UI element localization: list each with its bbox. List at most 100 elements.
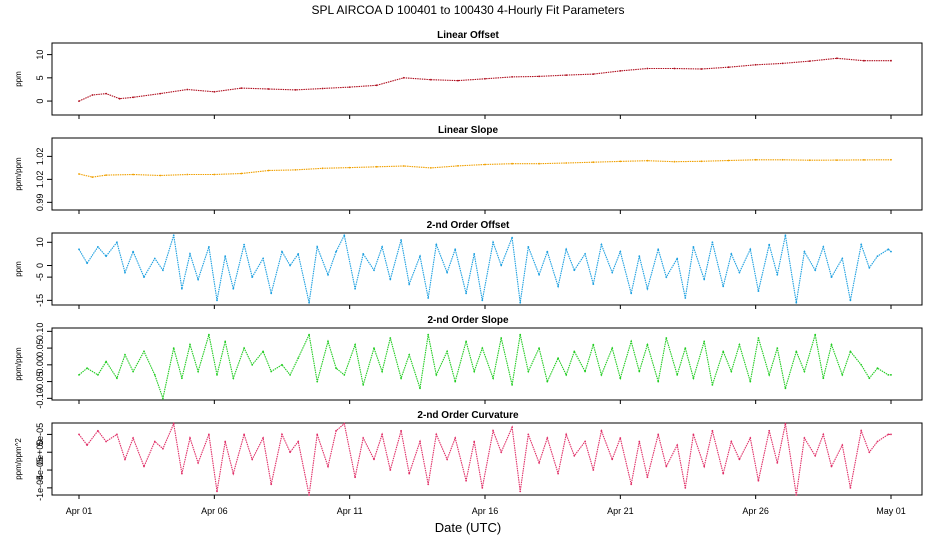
data-point [343,374,346,376]
data-point [584,253,586,255]
data-point [78,100,80,102]
data-point [584,440,586,443]
data-point [781,62,784,65]
data-point [830,276,833,278]
data-point [381,370,383,373]
data-point [768,429,771,432]
data-point [565,74,568,76]
data-point [465,340,467,343]
data-point [511,384,513,386]
data-point [159,174,162,177]
data-point [657,433,660,436]
data-point [703,340,706,343]
data-point [692,377,695,380]
data-point [511,76,513,78]
data-point [473,253,476,255]
data-point [849,299,852,302]
data-point [402,76,405,79]
data-point [213,90,216,93]
data-point [289,451,291,454]
data-point [876,440,879,443]
data-point [890,158,892,161]
y-tick-label: 0.05 [35,339,45,357]
data-point [757,290,760,292]
data-point [546,380,549,383]
data-point [132,437,135,439]
data-point [375,84,378,87]
data-point [446,350,448,353]
data-point [722,350,725,353]
data-point [676,374,679,376]
series-line [78,421,891,496]
data-point [408,472,411,475]
data-point [836,57,838,60]
data-point [86,444,88,446]
data-point [646,287,649,290]
data-point [673,160,676,163]
data-point [270,483,273,486]
data-point [619,250,622,253]
data-point [538,273,540,276]
data-point [492,377,494,380]
data-point [619,70,622,72]
data-point [162,447,164,450]
data-point [611,271,614,274]
data-point [172,234,175,237]
data-point [700,160,703,163]
x-tick-label: May 01 [876,506,906,516]
data-point [814,333,817,336]
data-point [749,380,752,383]
data-point [281,250,283,253]
data-point [592,161,595,164]
data-point [546,250,549,253]
data-point [484,163,486,166]
data-point [876,367,879,370]
x-tick-label: Apr 06 [201,506,228,516]
data-point [419,387,421,390]
data-point [538,162,540,165]
data-point [362,437,365,439]
data-point [159,92,162,95]
data-point [890,433,892,436]
data-point [232,377,235,380]
data-point [527,246,530,248]
data-point [703,278,706,281]
data-point [465,292,467,295]
data-point [454,248,457,251]
y-tick-label: -5 [35,273,45,281]
data-point [619,160,622,163]
data-point [308,333,310,336]
data-point [381,433,383,436]
data-point [511,162,513,165]
data-point [354,287,356,290]
data-point [646,159,649,162]
x-tick-label: Apr 01 [66,506,93,516]
data-point [803,437,806,439]
data-point [335,367,337,370]
data-point [224,440,227,443]
data-point [849,350,852,353]
data-point [208,433,210,436]
data-point [600,374,603,376]
data-point [527,370,530,373]
data-point [343,422,346,425]
data-point [676,257,679,260]
data-point [419,255,421,258]
data-point [297,253,300,255]
data-point [511,236,513,239]
y-tick-label: 0 [35,263,45,268]
data-point [565,374,568,376]
y-tick-label: 0.00 [35,356,45,374]
series-line [78,332,891,401]
data-point [402,165,405,167]
data-point [727,159,730,162]
data-point [224,255,227,258]
data-point [362,253,365,255]
data-point [375,165,378,168]
data-point [500,451,503,454]
data-point [162,397,164,400]
data-point [186,173,189,176]
data-point [335,250,337,253]
data-point [189,343,191,346]
data-point [863,59,865,62]
